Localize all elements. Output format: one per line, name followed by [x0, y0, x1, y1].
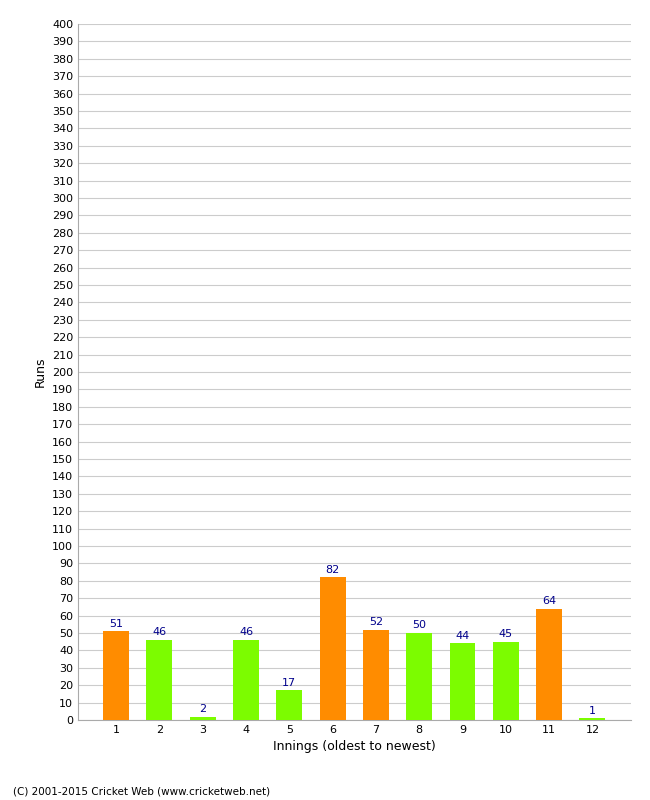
- Bar: [406, 633, 432, 720]
- Text: 46: 46: [239, 627, 253, 638]
- Bar: [276, 690, 302, 720]
- Y-axis label: Runs: Runs: [33, 357, 46, 387]
- Text: 50: 50: [412, 620, 426, 630]
- Bar: [493, 642, 519, 720]
- Bar: [363, 630, 389, 720]
- Text: 17: 17: [282, 678, 296, 688]
- Bar: [146, 640, 172, 720]
- Text: 46: 46: [152, 627, 166, 638]
- Text: 45: 45: [499, 629, 513, 639]
- Bar: [190, 717, 216, 720]
- Bar: [103, 631, 129, 720]
- Bar: [320, 578, 346, 720]
- Bar: [233, 640, 259, 720]
- Bar: [579, 718, 605, 720]
- Text: 2: 2: [199, 704, 206, 714]
- Text: 52: 52: [369, 617, 383, 627]
- Bar: [536, 609, 562, 720]
- Text: 82: 82: [326, 565, 340, 574]
- Text: (C) 2001-2015 Cricket Web (www.cricketweb.net): (C) 2001-2015 Cricket Web (www.cricketwe…: [13, 786, 270, 796]
- Text: 51: 51: [109, 618, 123, 629]
- X-axis label: Innings (oldest to newest): Innings (oldest to newest): [273, 741, 436, 754]
- Text: 1: 1: [589, 706, 596, 716]
- Text: 44: 44: [456, 631, 469, 641]
- Bar: [450, 643, 476, 720]
- Text: 64: 64: [542, 596, 556, 606]
